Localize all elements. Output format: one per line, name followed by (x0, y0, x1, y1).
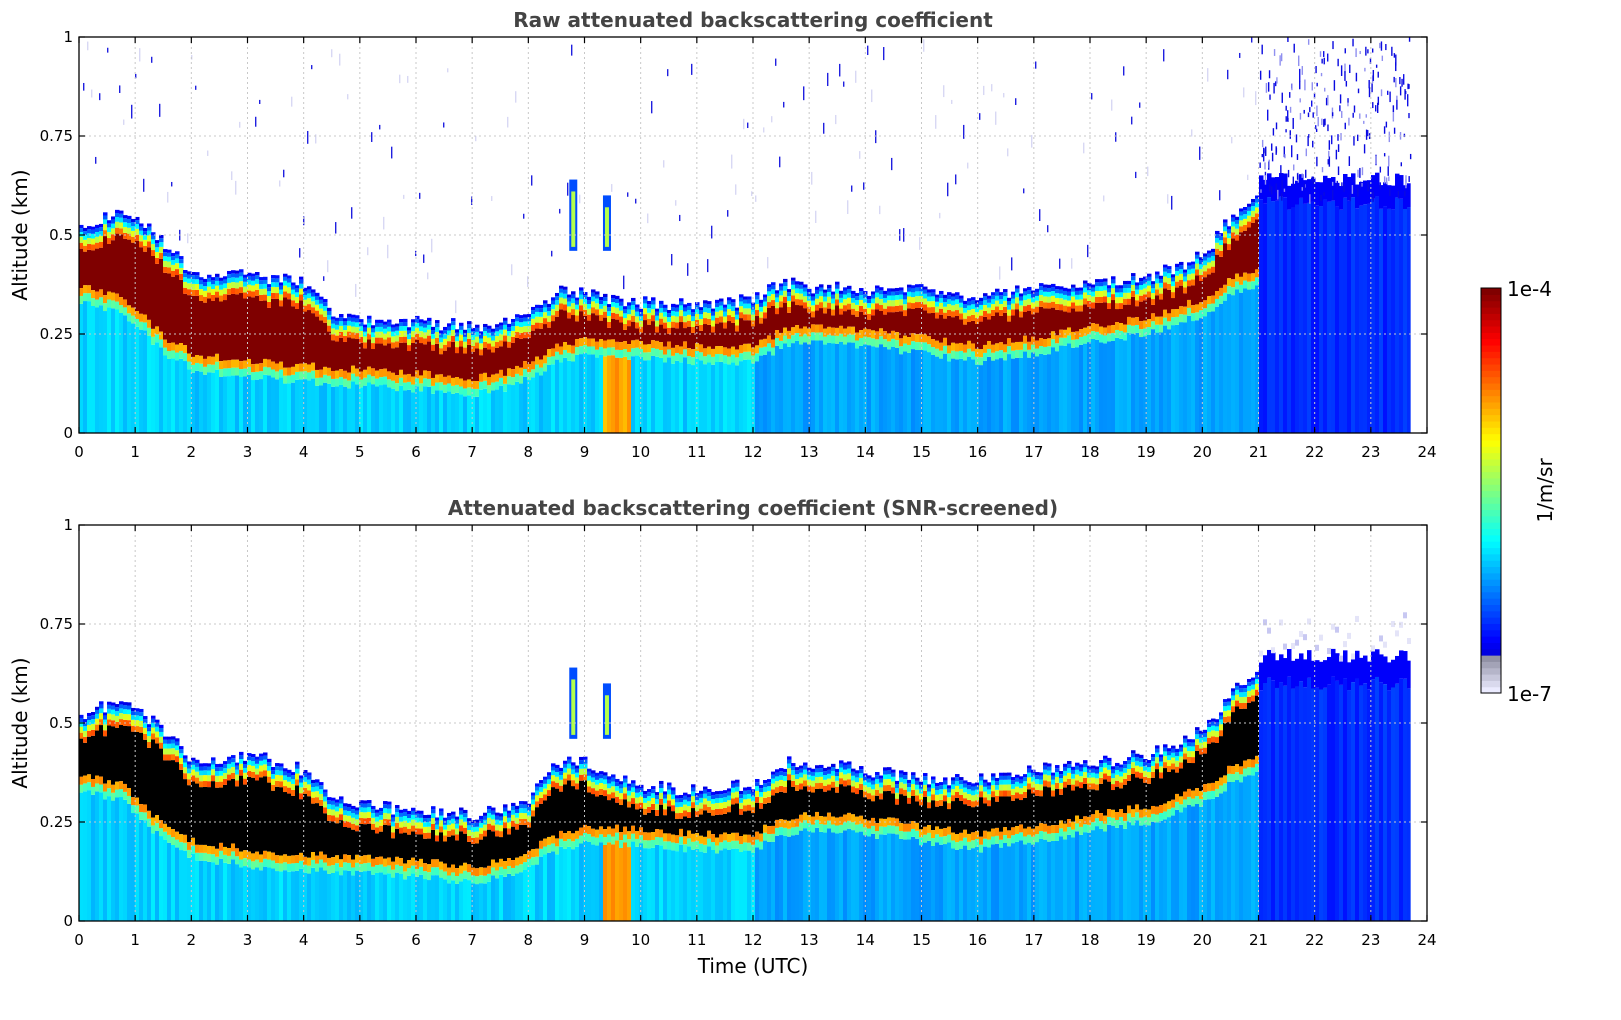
x-tick-label: 3 (243, 931, 253, 949)
x-tick-label: 23 (1361, 443, 1380, 461)
x-tick-label: 19 (1137, 931, 1156, 949)
x-tick-label: 18 (1080, 443, 1099, 461)
panel-2: 0 1 2 3 4 5 6 7 8 9 10 11 12 13 14 15 16 17 18 19 20 21 22 23 24… (8, 496, 1437, 978)
x-tick-label: 18 (1080, 931, 1099, 949)
x-tick-label: 1 (130, 931, 140, 949)
heatmap-image (79, 612, 1411, 921)
x-tick-label: 15 (912, 931, 931, 949)
x-tick-label: 6 (411, 443, 421, 461)
y-tick-label: 1 (63, 28, 73, 46)
x-tick-label: 0 (74, 931, 84, 949)
x-tick-label: 10 (631, 931, 650, 949)
x-tick-label: 17 (1024, 443, 1043, 461)
x-tick-label: 24 (1417, 931, 1436, 949)
colorbar-min-label: 1e-7 (1507, 682, 1552, 706)
x-tick-label: 12 (743, 931, 762, 949)
x-tick-label: 8 (524, 931, 534, 949)
grid (79, 37, 1427, 433)
y-tick-label: 0.5 (49, 226, 73, 244)
heatmap-image (79, 37, 1412, 433)
x-tick-label: 13 (800, 931, 819, 949)
y-tick-label: 0.75 (40, 127, 73, 145)
y-tick-label: 0.25 (40, 325, 73, 343)
x-tick-label: 9 (580, 931, 590, 949)
x-tick-label: 2 (187, 443, 197, 461)
colorbar: 1e-4 1e-7 1/m/sr (1480, 277, 1557, 706)
x-tick-label: 6 (411, 931, 421, 949)
x-tick-label: 4 (299, 443, 309, 461)
y-tick-label: 0.75 (40, 615, 73, 633)
x-tick-label: 22 (1305, 931, 1324, 949)
x-tick-label: 24 (1417, 443, 1436, 461)
y-tick-label: 1 (63, 516, 73, 534)
y-axis-label: Altitude (km) (8, 657, 32, 788)
colorbar-max-label: 1e-4 (1507, 277, 1552, 301)
x-axis-label: Time (UTC) (697, 954, 809, 978)
x-tick-label: 19 (1137, 443, 1156, 461)
x-tick-label: 16 (968, 443, 987, 461)
x-tick-label: 2 (187, 931, 197, 949)
x-tick-label: 8 (524, 443, 534, 461)
x-tick-label: 13 (800, 443, 819, 461)
chart-title: Attenuated backscattering coefficient (S… (448, 496, 1058, 520)
x-tick-label: 7 (467, 931, 477, 949)
x-tick-label: 1 (130, 443, 140, 461)
x-tick-label: 11 (687, 931, 706, 949)
x-tick-label: 22 (1305, 443, 1324, 461)
x-tick-label: 20 (1193, 443, 1212, 461)
x-tick-label: 20 (1193, 931, 1212, 949)
x-tick-label: 5 (355, 931, 365, 949)
y-axis-label: Altitude (km) (8, 169, 32, 300)
y-tick-label: 0 (63, 424, 73, 442)
x-tick-label: 17 (1024, 931, 1043, 949)
x-tick-label: 7 (467, 443, 477, 461)
x-tick-label: 14 (856, 931, 875, 949)
x-tick-label: 0 (74, 443, 84, 461)
x-tick-label: 4 (299, 931, 309, 949)
x-tick-label: 15 (912, 443, 931, 461)
y-tick-label: 0.5 (49, 714, 73, 732)
x-tick-label: 21 (1249, 443, 1268, 461)
x-tick-label: 16 (968, 931, 987, 949)
y-tick-label: 0.25 (40, 813, 73, 831)
x-tick-label: 9 (580, 443, 590, 461)
x-tick-label: 12 (743, 443, 762, 461)
x-tick-label: 23 (1361, 931, 1380, 949)
panel-1: 0 1 2 3 4 5 6 7 8 9 10 11 12 13 14 15 16 17 18 19 20 21 22 23 24… (8, 8, 1437, 461)
x-tick-label: 3 (243, 443, 253, 461)
x-tick-label: 10 (631, 443, 650, 461)
y-tick-label: 0 (63, 912, 73, 930)
chart-title: Raw attenuated backscattering coefficien… (513, 8, 993, 32)
x-tick-label: 5 (355, 443, 365, 461)
grid (79, 525, 1427, 921)
x-tick-label: 11 (687, 443, 706, 461)
x-tick-label: 21 (1249, 931, 1268, 949)
x-tick-label: 14 (856, 443, 875, 461)
colorbar-unit-label: 1/m/sr (1533, 458, 1557, 523)
